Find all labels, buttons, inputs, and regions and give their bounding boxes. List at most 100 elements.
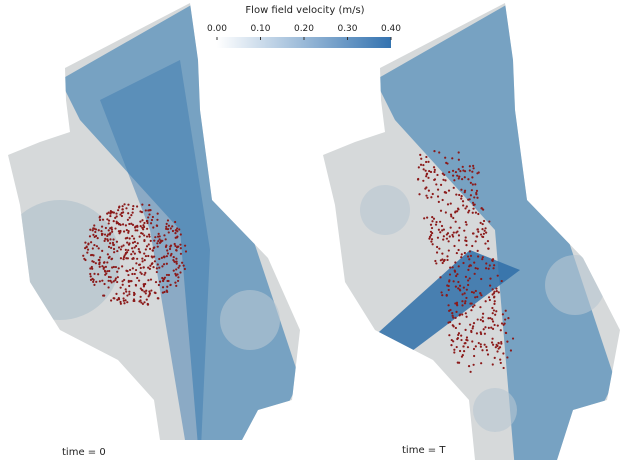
particle <box>146 227 149 230</box>
particle <box>480 277 483 281</box>
particle <box>91 247 94 250</box>
particle <box>127 212 130 215</box>
particle <box>425 194 428 197</box>
particle <box>163 234 166 237</box>
particle <box>496 324 499 327</box>
particle <box>164 238 167 241</box>
particle <box>131 267 134 270</box>
colorbar-title: Flow field velocity (m/s) <box>245 5 364 16</box>
particle <box>430 240 433 243</box>
particle <box>147 243 150 246</box>
colorbar-tick-label: 0.00 <box>207 24 227 34</box>
particle <box>464 312 467 315</box>
particle <box>491 318 494 321</box>
particle <box>484 300 487 303</box>
particle <box>422 168 425 171</box>
particle <box>487 326 490 329</box>
particle <box>123 278 126 282</box>
particle <box>499 358 502 361</box>
particle <box>473 261 476 264</box>
particle <box>110 226 113 229</box>
particle <box>455 301 459 304</box>
particle <box>178 228 181 231</box>
particle <box>143 273 146 276</box>
particle <box>458 322 461 326</box>
particle <box>150 289 153 292</box>
particle <box>110 299 113 302</box>
particle <box>465 205 468 208</box>
particle <box>145 235 149 238</box>
particle <box>447 249 450 252</box>
particle <box>471 305 475 308</box>
particle <box>124 237 127 240</box>
particle <box>500 342 503 345</box>
particle <box>502 366 505 370</box>
particle <box>143 239 146 242</box>
particle <box>456 174 459 177</box>
particle <box>446 203 450 206</box>
particle <box>463 302 467 305</box>
colorbar-tick-label: 0.40 <box>381 24 401 34</box>
particle <box>121 208 124 211</box>
particle <box>112 238 115 241</box>
particle <box>491 312 494 315</box>
particle <box>140 301 143 304</box>
particle <box>441 252 444 255</box>
particle <box>471 244 474 248</box>
particle <box>491 288 494 291</box>
particle <box>142 225 146 229</box>
particle <box>487 296 491 299</box>
particle <box>452 231 455 234</box>
particle <box>176 279 180 283</box>
particle <box>457 333 460 337</box>
particle <box>173 242 176 246</box>
particle <box>446 258 449 262</box>
particle <box>492 309 496 312</box>
particle <box>429 234 433 237</box>
particle <box>472 347 476 351</box>
particle <box>468 165 471 168</box>
particle <box>431 215 434 219</box>
particle <box>125 290 128 293</box>
particle <box>165 255 168 258</box>
particle <box>464 328 467 331</box>
particle <box>449 266 452 269</box>
particle <box>493 356 496 359</box>
particle <box>104 226 107 230</box>
particle <box>457 177 460 180</box>
particle <box>436 195 440 198</box>
particle <box>101 218 105 221</box>
particle <box>481 349 484 352</box>
particle <box>122 211 125 214</box>
particle <box>455 310 458 313</box>
particle <box>139 287 142 290</box>
particle <box>485 349 489 352</box>
particle <box>495 287 498 290</box>
particle <box>139 299 142 302</box>
particle <box>152 265 155 269</box>
particle <box>445 233 448 236</box>
particle <box>96 237 99 240</box>
particle <box>461 300 464 303</box>
particle <box>445 294 448 297</box>
particle <box>173 260 176 263</box>
particle <box>460 195 463 198</box>
particle <box>470 290 474 294</box>
particle <box>109 279 112 282</box>
particle <box>116 249 119 253</box>
particle <box>114 265 118 269</box>
particle <box>143 234 146 237</box>
particle <box>470 189 473 192</box>
particle <box>148 203 151 207</box>
particle <box>431 231 434 235</box>
particle <box>474 296 477 299</box>
particle <box>455 345 458 349</box>
particle <box>457 234 461 237</box>
particle <box>117 246 121 249</box>
particle <box>454 211 457 214</box>
particle <box>458 193 461 197</box>
particle <box>172 255 175 259</box>
particle <box>480 294 483 297</box>
particle <box>149 264 152 267</box>
particle <box>442 235 445 238</box>
